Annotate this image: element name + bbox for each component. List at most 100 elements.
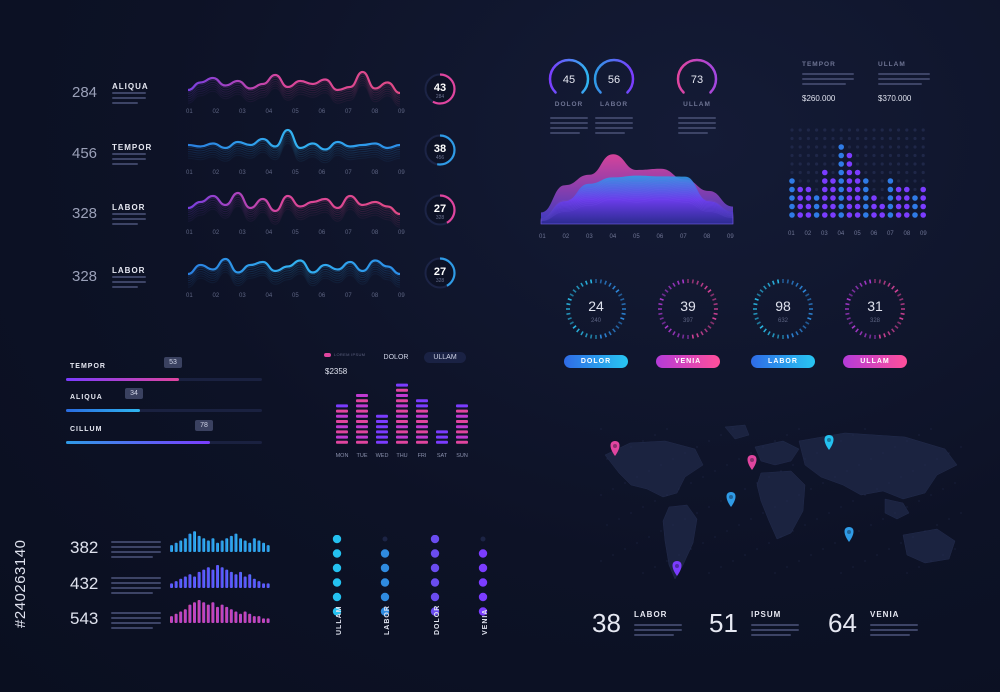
map-texture-dot	[894, 512, 896, 514]
map-texture-dot	[822, 482, 824, 484]
map-texture-dot	[930, 560, 932, 562]
week-bar-segment	[396, 383, 408, 387]
wave-line	[187, 73, 401, 96]
price-value: $260.000	[802, 94, 836, 103]
dot-column-point	[332, 549, 342, 558]
dot-column-label: VENIA	[482, 609, 489, 635]
map-pin-icon[interactable]	[610, 441, 620, 456]
small-row-value: 432	[70, 574, 99, 593]
map-texture-dot	[918, 500, 920, 502]
map-texture-dot	[654, 500, 656, 502]
map-pin-icon[interactable]	[672, 561, 682, 576]
ring-gauge-tick	[676, 280, 680, 285]
map-texture-dot	[810, 488, 812, 490]
area-tick-label: 07	[680, 234, 687, 240]
dot-matrix-point	[864, 136, 868, 141]
ring-gauge-pill[interactable]: DOLOR	[564, 355, 628, 368]
world-map	[600, 424, 962, 580]
small-bar	[252, 538, 256, 552]
map-texture-dot	[684, 518, 686, 520]
small-bar	[239, 538, 242, 552]
ring-gauge-pill[interactable]: VENIA	[656, 355, 720, 368]
ring-gauge-tick	[899, 297, 904, 301]
ring-gauge-pill[interactable]: LABOR	[751, 355, 815, 368]
map-texture-dot	[846, 470, 848, 472]
small-bar	[206, 604, 210, 623]
wave-line	[187, 84, 401, 107]
placeholder-text-line	[111, 592, 153, 594]
small-bar	[229, 535, 233, 552]
map-texture-dot	[936, 458, 938, 460]
wave-line	[187, 80, 401, 103]
dot-matrix-point	[872, 145, 876, 149]
map-texture-dot	[666, 494, 668, 496]
map-texture-dot	[672, 458, 674, 460]
arc-gauge-value: 73	[691, 74, 703, 86]
map-texture-dot	[630, 512, 632, 514]
ring-gauge-value: 24	[588, 298, 604, 314]
placeholder-text-line	[112, 158, 146, 160]
map-pin-icon[interactable]	[726, 492, 736, 507]
week-bar-segment	[436, 435, 448, 439]
dot-matrix-point	[798, 162, 802, 166]
map-texture-dot	[786, 434, 788, 436]
week-bar-segment	[336, 430, 348, 434]
map-texture-dot	[798, 560, 800, 562]
wave-tick-label: 02	[213, 293, 220, 299]
wave-chart: 01 02 03 04 05 06 07 08 09	[186, 257, 405, 299]
ring-gauge-tick	[710, 321, 715, 325]
arc-gauge-ring: 73	[676, 58, 718, 94]
placeholder-text-line	[634, 629, 682, 631]
wave-tick-label: 06	[319, 293, 326, 299]
ring-gauge-tick	[704, 285, 708, 290]
ring-gauge-tick	[891, 328, 895, 333]
map-pin-icon[interactable]	[824, 435, 834, 450]
ring-gauge-tick	[863, 280, 867, 285]
ring-gauge-tick	[767, 331, 771, 336]
wave-line	[187, 265, 401, 282]
dot-matrix-point	[798, 170, 802, 175]
dot-matrix-point	[864, 153, 868, 158]
legend-tab-ullam[interactable]: ULLAM	[424, 352, 466, 363]
placeholder-text-line	[111, 582, 161, 584]
dot-matrix-point	[805, 195, 812, 201]
dot-matrix-point	[921, 170, 925, 175]
ring-gauge-tick	[658, 312, 663, 315]
week-bar-segment	[416, 409, 428, 413]
legend-tab-dolor[interactable]: DOLOR	[383, 354, 409, 361]
dot-matrix-point	[797, 195, 803, 201]
dot-matrix-point	[856, 128, 860, 132]
progress-label: ALIQUA	[70, 394, 103, 401]
dot-matrix-point	[912, 212, 918, 218]
week-bar-segment	[456, 409, 468, 413]
wave-line	[187, 191, 401, 216]
small-bar	[202, 602, 206, 623]
small-bar	[202, 569, 206, 588]
dot-matrix-point	[872, 153, 876, 158]
dot-matrix-tick-label: 05	[854, 231, 861, 237]
ring-gauge-tick	[756, 321, 761, 325]
ring-gauge-tick	[700, 331, 704, 336]
map-texture-dot	[924, 464, 926, 466]
small-bar	[220, 540, 224, 552]
placeholder-text-line	[112, 218, 146, 220]
dot-matrix-point	[805, 203, 812, 210]
ring-gauge-tick	[664, 289, 669, 293]
week-bar-segment	[336, 404, 348, 408]
wave-tick-label: 07	[345, 170, 352, 176]
week-bar-segment	[376, 440, 388, 444]
map-texture-dot	[780, 470, 782, 472]
dot-matrix-point	[913, 153, 917, 158]
ring-gauge-pill[interactable]: ULLAM	[843, 355, 907, 368]
dot-matrix-point	[797, 203, 803, 210]
dot-matrix-point	[856, 136, 860, 141]
dot-matrix-point	[830, 212, 836, 218]
map-pin-icon[interactable]	[844, 527, 854, 542]
ring-gauge-tick	[700, 282, 704, 287]
ring-gauge-tick	[754, 317, 759, 321]
wave-row-value: 284	[72, 84, 98, 101]
week-bar-segment	[416, 404, 428, 408]
dot-matrix-point	[880, 145, 884, 149]
map-pin-icon[interactable]	[747, 455, 757, 470]
wave-line	[187, 257, 401, 276]
